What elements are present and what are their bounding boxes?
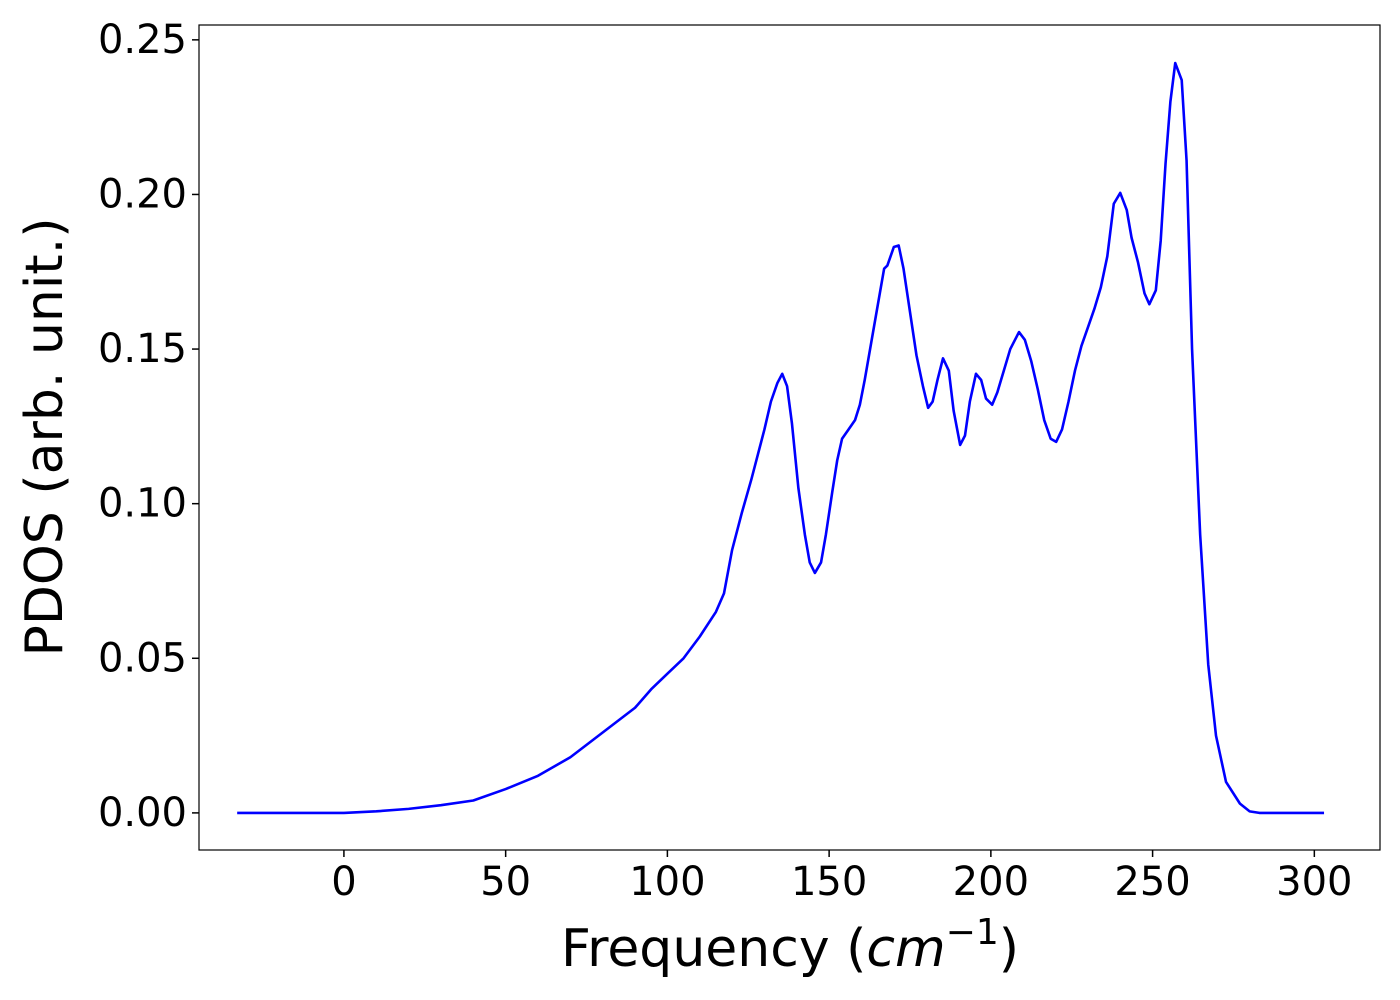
y-tick-label: 0.05 xyxy=(98,635,187,681)
x-axis-label: Frequency (cm−1) xyxy=(561,912,1019,979)
x-tick-label: 0 xyxy=(331,859,356,905)
y-axis-label: PDOS (arb. unit.) xyxy=(15,217,75,656)
y-tick-label: 0.15 xyxy=(98,326,187,372)
x-label-exponent: −1 xyxy=(946,912,999,953)
plot-frame xyxy=(198,24,1381,851)
data-line xyxy=(237,61,1325,815)
x-tick-label: 100 xyxy=(629,859,705,905)
y-tick-label: 0.00 xyxy=(98,790,187,836)
x-tick-label: 150 xyxy=(791,859,867,905)
x-tick-label: 50 xyxy=(480,859,531,905)
x-label-close: ) xyxy=(999,919,1019,979)
x-label-unit: cm xyxy=(866,919,945,979)
y-tick-label: 0.25 xyxy=(98,17,187,63)
x-label-text: Frequency ( xyxy=(561,919,866,979)
y-tick-label: 0.20 xyxy=(98,171,187,217)
x-tick-label: 300 xyxy=(1276,859,1352,905)
x-tick-label: 200 xyxy=(953,859,1029,905)
y-tick-label: 0.10 xyxy=(98,481,187,527)
x-tick-label: 250 xyxy=(1114,859,1190,905)
